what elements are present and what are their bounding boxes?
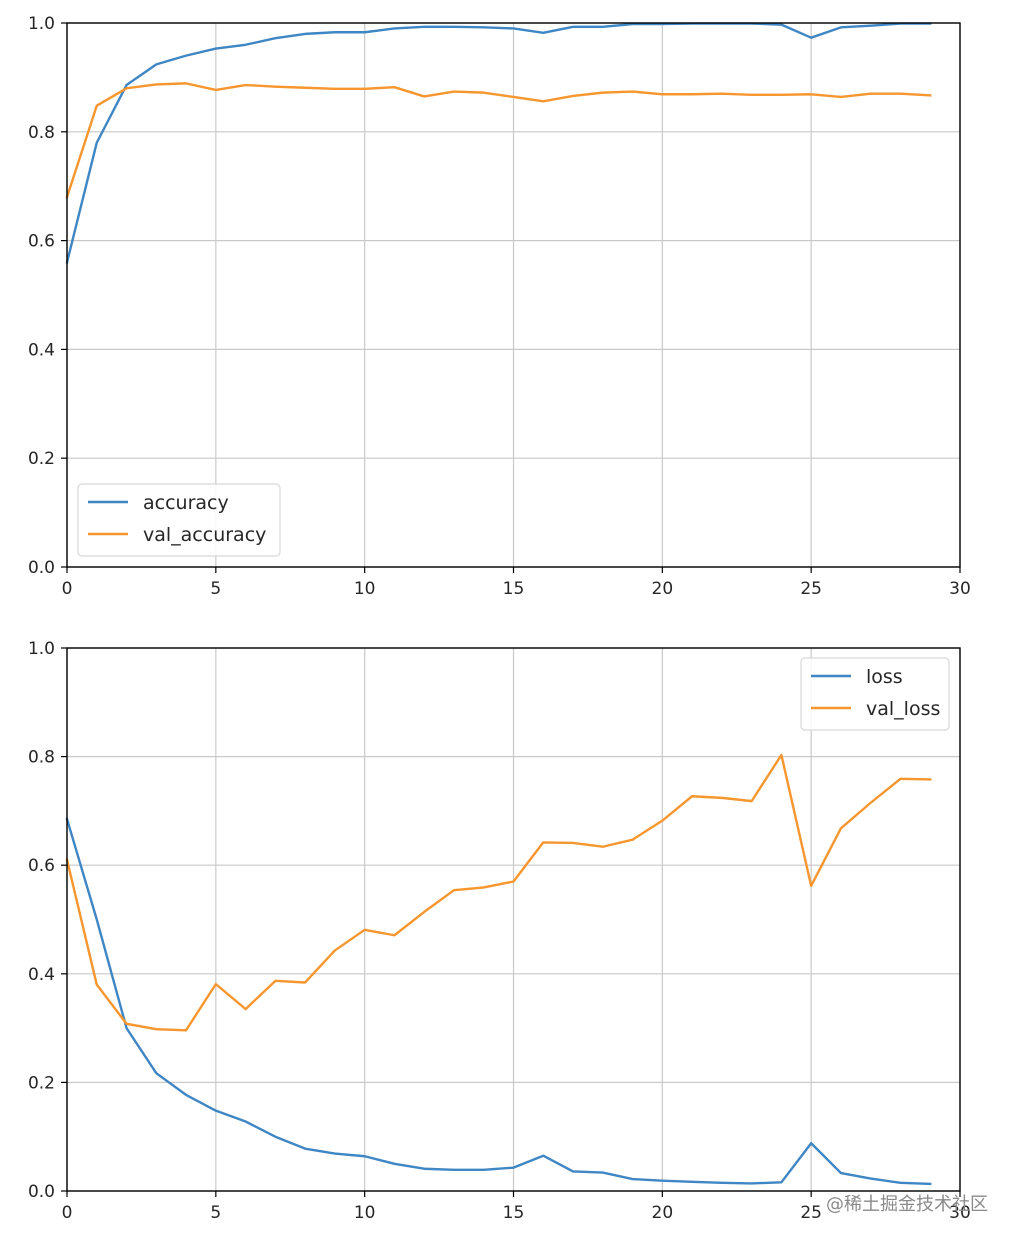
series-line-loss <box>65 817 932 1186</box>
legend-box <box>77 483 281 557</box>
y-tick-label: 0.2 <box>28 1073 55 1093</box>
x-tick-label: 5 <box>210 1203 221 1223</box>
y-tick-label: 0.6 <box>28 856 55 876</box>
y-tick-label: 0.0 <box>28 558 55 578</box>
x-tick-label: 10 <box>354 1203 376 1223</box>
y-tick-label: 0.4 <box>28 965 55 985</box>
x-tick-label: 0 <box>62 579 73 599</box>
y-tick-label: 0.0 <box>28 1182 55 1202</box>
legend-label-accuracy: accuracy <box>143 492 229 514</box>
x-tick-label: 5 <box>210 579 221 599</box>
x-tick-label: 0 <box>62 1203 73 1223</box>
y-tick-label: 1.0 <box>28 639 55 659</box>
x-tick-label: 15 <box>503 579 525 599</box>
series-line-accuracy <box>65 22 932 264</box>
series-line-val-loss <box>65 753 932 1032</box>
y-tick-label: 1.0 <box>28 14 55 34</box>
legend: loss val_loss <box>800 657 950 731</box>
y-tick-label: 0.4 <box>28 340 55 360</box>
y-tick-label: 0.8 <box>28 123 55 143</box>
legend-label-val-accuracy: val_accuracy <box>143 524 266 546</box>
x-tick-label: 20 <box>652 1203 674 1223</box>
x-tick-label: 25 <box>800 579 822 599</box>
y-tick-label: 0.2 <box>28 449 55 469</box>
chart-panel-1: 0 5 10 15 20 25 30 0.0 0.2 0.4 0.6 0.8 1.0 accuracy va… <box>28 14 971 599</box>
x-tick-label: 30 <box>949 1203 971 1223</box>
x-tick-label: 25 <box>800 1203 822 1223</box>
x-tick-label: 20 <box>652 579 674 599</box>
legend-label-loss: loss <box>866 666 903 688</box>
x-tick-label: 10 <box>354 579 376 599</box>
y-tick-label: 0.8 <box>28 748 55 768</box>
x-tick-label: 15 <box>503 1203 525 1223</box>
y-tick-label: 0.6 <box>28 232 55 252</box>
watermark-text: @稀土掘金技术社区 <box>826 1194 988 1215</box>
series-line-val-accuracy <box>65 82 932 199</box>
chart-panel-2: 0 5 10 15 20 25 30 0.0 0.2 0.4 0.6 0.8 1.0 loss val_lo… <box>28 639 971 1223</box>
x-tick-label: 30 <box>949 579 971 599</box>
legend: accuracy val_accuracy <box>77 483 281 557</box>
legend-label-val-loss: val_loss <box>866 698 940 720</box>
